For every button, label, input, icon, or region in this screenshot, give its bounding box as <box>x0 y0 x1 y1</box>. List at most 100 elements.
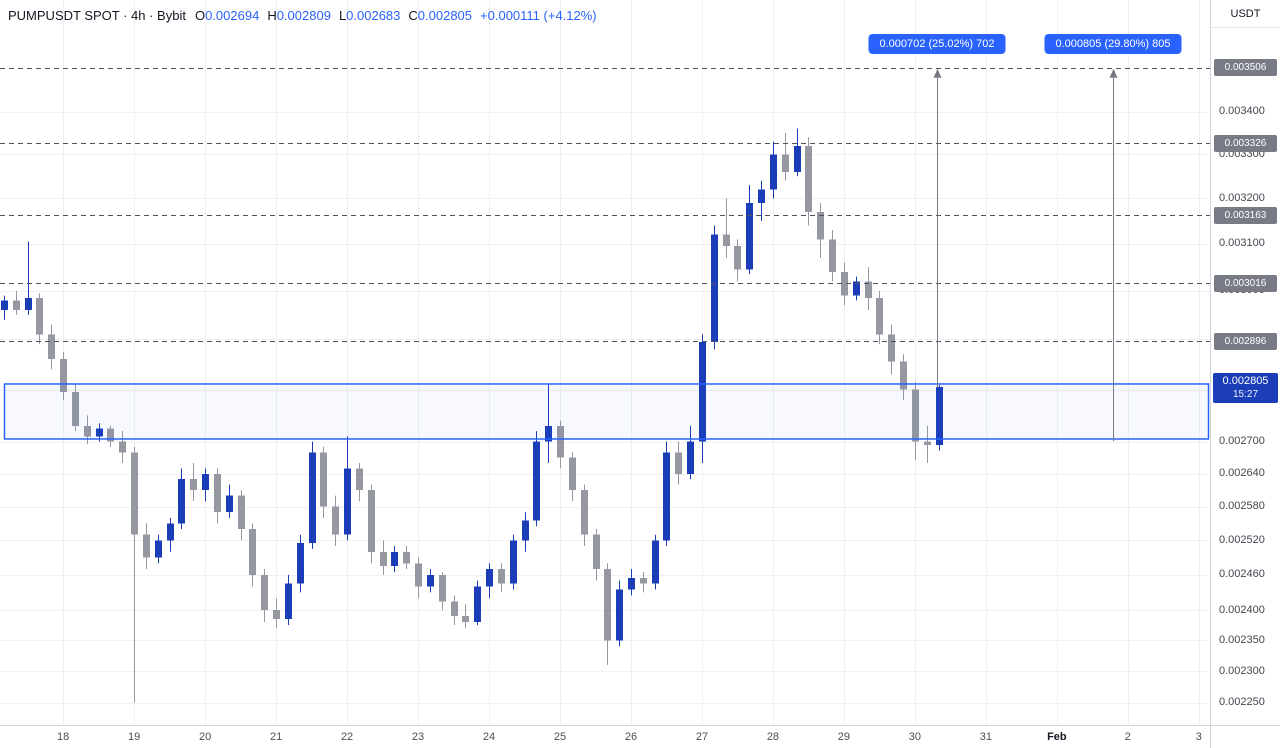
candle-body <box>711 234 718 342</box>
candle-body <box>498 569 505 584</box>
candle-body <box>474 586 481 623</box>
time-tick-label: 18 <box>57 731 70 743</box>
time-tick-label: 26 <box>624 731 638 743</box>
level-price-badge: 0.003326 <box>1214 134 1277 152</box>
candle-body <box>794 145 801 172</box>
candle-body <box>368 490 375 552</box>
candle-body <box>581 490 588 535</box>
range-rectangle-drawing[interactable] <box>3 383 1210 440</box>
candle-body <box>522 520 529 541</box>
time-tick-label: 22 <box>340 731 354 743</box>
candle-body <box>782 154 789 172</box>
change-readout: +0.000111 (+4.12%) <box>480 8 597 23</box>
time-axis[interactable]: 18 19 20 21 22 23 24 25 26 27 28 29 30 31 Feb 2 3 <box>0 725 1280 748</box>
low-readout: L0.002683 <box>338 8 401 23</box>
candle-body <box>924 441 931 445</box>
price-tick-label: 0.002460 <box>1219 568 1265 581</box>
level-price-badge: 0.003016 <box>1214 274 1277 292</box>
candle-body <box>569 457 576 491</box>
measure-label-badge[interactable]: 0.000805 (29.80%) 805 <box>1044 34 1182 54</box>
candle-body <box>332 506 339 535</box>
candle-body <box>486 569 493 587</box>
candle-body <box>155 540 162 558</box>
candle-body <box>403 551 410 564</box>
candle-body <box>320 452 327 507</box>
time-tick-label: 2 <box>1124 731 1131 743</box>
candle-body <box>628 577 635 590</box>
candlestick-chart[interactable] <box>0 0 1210 725</box>
price-tick-label: 0.002580 <box>1219 500 1265 513</box>
time-tick-label: Feb <box>1047 731 1067 743</box>
candle-body <box>652 540 659 584</box>
candle-body <box>451 601 458 617</box>
candle-body <box>533 441 540 521</box>
candle-body <box>936 387 943 445</box>
candle-body <box>853 281 860 296</box>
time-tick-label: 30 <box>908 731 922 743</box>
price-tick-label: 0.002250 <box>1219 696 1265 709</box>
level-price-badge: 0.003506 <box>1214 59 1277 77</box>
candle-body <box>900 361 907 390</box>
time-tick-label: 27 <box>695 731 709 743</box>
candle-body <box>640 577 647 584</box>
candle-body <box>723 234 730 247</box>
candle-body <box>226 495 233 513</box>
candle-body <box>273 610 280 620</box>
candle-countdown: 15:27 <box>1232 388 1259 400</box>
candle-body <box>107 428 114 442</box>
chart-canvas[interactable] <box>0 0 1210 725</box>
candle-body <box>770 154 777 190</box>
candle-body <box>876 298 883 335</box>
candle-body <box>687 441 694 474</box>
last-price-badge: 0.002805 15:27 <box>1213 373 1278 404</box>
candle-body <box>249 529 256 575</box>
candle-body <box>865 281 872 299</box>
arrow-head-icon <box>1109 68 1118 78</box>
candle-body <box>356 468 363 491</box>
candle-body <box>72 392 79 426</box>
candle-body <box>545 425 552 442</box>
price-tick-label: 0.002350 <box>1219 633 1265 646</box>
time-tick-label: 31 <box>979 731 992 743</box>
price-axis[interactable]: 0.0034000.0033000.0032000.0031000.003000… <box>1210 0 1280 725</box>
time-tick-label: 24 <box>482 731 496 743</box>
candle-body <box>344 468 351 535</box>
open-readout: O0.002694 <box>194 8 260 23</box>
arrow-head-icon <box>933 68 942 78</box>
candle-body <box>167 523 174 541</box>
symbol-title[interactable]: PUMPUSDT SPOT · 4h · Bybit <box>8 8 186 23</box>
price-tick-label: 0.003400 <box>1219 105 1265 118</box>
candle-body <box>143 534 150 558</box>
price-tick-label: 0.002640 <box>1219 467 1265 480</box>
price-tick-label: 0.003200 <box>1219 191 1265 204</box>
candle-body <box>48 334 55 360</box>
price-tick-label: 0.002700 <box>1219 435 1265 448</box>
candle-body <box>214 473 221 513</box>
candle-body <box>604 569 611 641</box>
time-tick-label: 20 <box>198 731 212 743</box>
candle-body <box>380 551 387 567</box>
measure-label-badge[interactable]: 0.000702 (25.02%) 702 <box>868 34 1006 54</box>
candle-body <box>758 189 765 203</box>
candle-body <box>84 425 91 437</box>
candle-body <box>13 300 20 311</box>
candle-body <box>25 298 32 311</box>
price-tick-label: 0.002520 <box>1219 533 1265 546</box>
candle-body <box>699 341 706 442</box>
candle-body <box>510 540 517 584</box>
candle-body <box>119 441 126 453</box>
candle-body <box>1 300 8 311</box>
time-tick-label: 28 <box>766 731 780 743</box>
candle-body <box>734 246 741 270</box>
price-tick-label: 0.002400 <box>1219 603 1265 616</box>
last-price-value: 0.002805 <box>1222 375 1269 388</box>
time-tick-label: 3 <box>1195 731 1202 743</box>
time-tick-label: 25 <box>553 731 567 743</box>
candle-body <box>309 452 316 544</box>
currency-toggle-button[interactable]: USDT <box>1210 0 1280 28</box>
candle-body <box>829 239 836 272</box>
candle-body <box>663 452 670 541</box>
time-tick-label: 19 <box>128 731 141 743</box>
level-price-badge: 0.003163 <box>1214 206 1277 224</box>
